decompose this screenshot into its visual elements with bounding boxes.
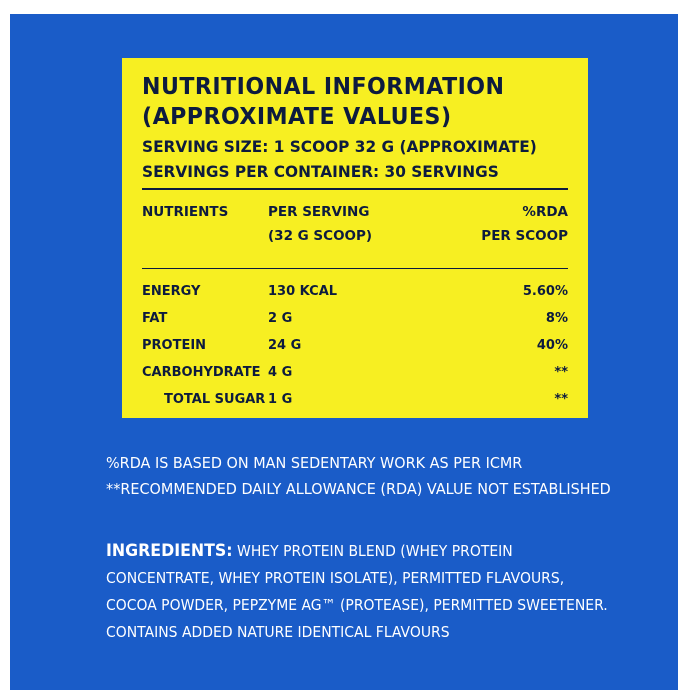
nutrient-name: ENERGY bbox=[142, 284, 201, 299]
label-panel: NUTRITIONAL INFORMATION (APPROXIMATE VAL… bbox=[10, 14, 678, 690]
ingredients-line2: CONCENTRATE, WHEY PROTEIN ISOLATE), PERM… bbox=[106, 569, 565, 587]
nutrient-rows: ENERGY 130 KCAL 5.60% FAT 2 G 8% PROTEIN… bbox=[142, 278, 568, 413]
nutrient-name: FAT bbox=[142, 311, 168, 326]
nutrient-value: 130 KCAL bbox=[268, 284, 338, 299]
ingredients-line1: INGREDIENTS: WHEY PROTEIN BLEND (WHEY PR… bbox=[106, 538, 608, 565]
nutrient-rda: 8% bbox=[545, 311, 568, 326]
header-nutrients: NUTRIENTS bbox=[142, 200, 228, 224]
nutrient-name: PROTEIN bbox=[142, 338, 207, 353]
nutrition-title: NUTRITIONAL INFORMATION (APPROXIMATE VAL… bbox=[142, 72, 505, 132]
divider-header bbox=[142, 268, 568, 269]
nutrient-rda: ** bbox=[554, 392, 568, 407]
nutrient-rda: ** bbox=[554, 365, 568, 380]
nutrition-facts-box: NUTRITIONAL INFORMATION (APPROXIMATE VAL… bbox=[122, 58, 588, 418]
serving-info: SERVING SIZE: 1 SCOOP 32 G (APPROXIMATE)… bbox=[142, 134, 537, 184]
footnote-rda-basis: %RDA IS BASED ON MAN SEDENTARY WORK AS P… bbox=[106, 454, 523, 472]
servings-per-container: SERVINGS PER CONTAINER: 30 SERVINGS bbox=[142, 162, 499, 181]
ingredients-label: INGREDIENTS: bbox=[106, 541, 233, 561]
table-row: TOTAL SUGAR 1 G ** bbox=[142, 386, 568, 413]
divider-top bbox=[142, 188, 568, 190]
nutrition-title-line2: (APPROXIMATE VALUES) bbox=[142, 104, 452, 130]
table-row: PROTEIN 24 G 40% bbox=[142, 332, 568, 359]
header-rda-line2: PER SCOOP bbox=[481, 228, 568, 244]
footnote-rda-not-established: **RECOMMENDED DAILY ALLOWANCE (RDA) VALU… bbox=[106, 480, 611, 498]
header-rda-line1: %RDA bbox=[522, 204, 568, 220]
nutrient-rda: 5.60% bbox=[522, 284, 568, 299]
ingredients-line4: CONTAINS ADDED NATURE IDENTICAL FLAVOURS bbox=[106, 623, 450, 641]
serving-size: SERVING SIZE: 1 SCOOP 32 G (APPROXIMATE) bbox=[142, 137, 537, 156]
nutrient-value: 1 G bbox=[268, 392, 293, 407]
footnotes: %RDA IS BASED ON MAN SEDENTARY WORK AS P… bbox=[106, 450, 611, 502]
nutrition-title-line1: NUTRITIONAL INFORMATION bbox=[142, 74, 505, 100]
nutrient-value: 2 G bbox=[268, 311, 293, 326]
nutrient-name: CARBOHYDRATE bbox=[142, 365, 261, 380]
ingredients-text-1: WHEY PROTEIN BLEND (WHEY PROTEIN bbox=[232, 542, 513, 560]
header-per-serving: PER SERVING (32 G SCOOP) bbox=[268, 200, 372, 248]
header-nutrients-label: NUTRIENTS bbox=[142, 204, 229, 220]
header-per-serving-line2: (32 G SCOOP) bbox=[268, 228, 373, 244]
header-rda: %RDA PER SCOOP bbox=[481, 200, 568, 248]
ingredients-line3: COCOA POWDER, PEPZYME AG™ (PROTEASE), PE… bbox=[106, 596, 608, 614]
table-row: FAT 2 G 8% bbox=[142, 305, 568, 332]
nutrient-name: TOTAL SUGAR bbox=[164, 392, 266, 407]
nutrient-rda: 40% bbox=[536, 338, 568, 353]
ingredients-block: INGREDIENTS: WHEY PROTEIN BLEND (WHEY PR… bbox=[106, 538, 608, 646]
table-row: ENERGY 130 KCAL 5.60% bbox=[142, 278, 568, 305]
header-per-serving-line1: PER SERVING bbox=[268, 204, 370, 220]
table-row: CARBOHYDRATE 4 G ** bbox=[142, 359, 568, 386]
nutrient-value: 4 G bbox=[268, 365, 293, 380]
nutrient-value: 24 G bbox=[268, 338, 302, 353]
